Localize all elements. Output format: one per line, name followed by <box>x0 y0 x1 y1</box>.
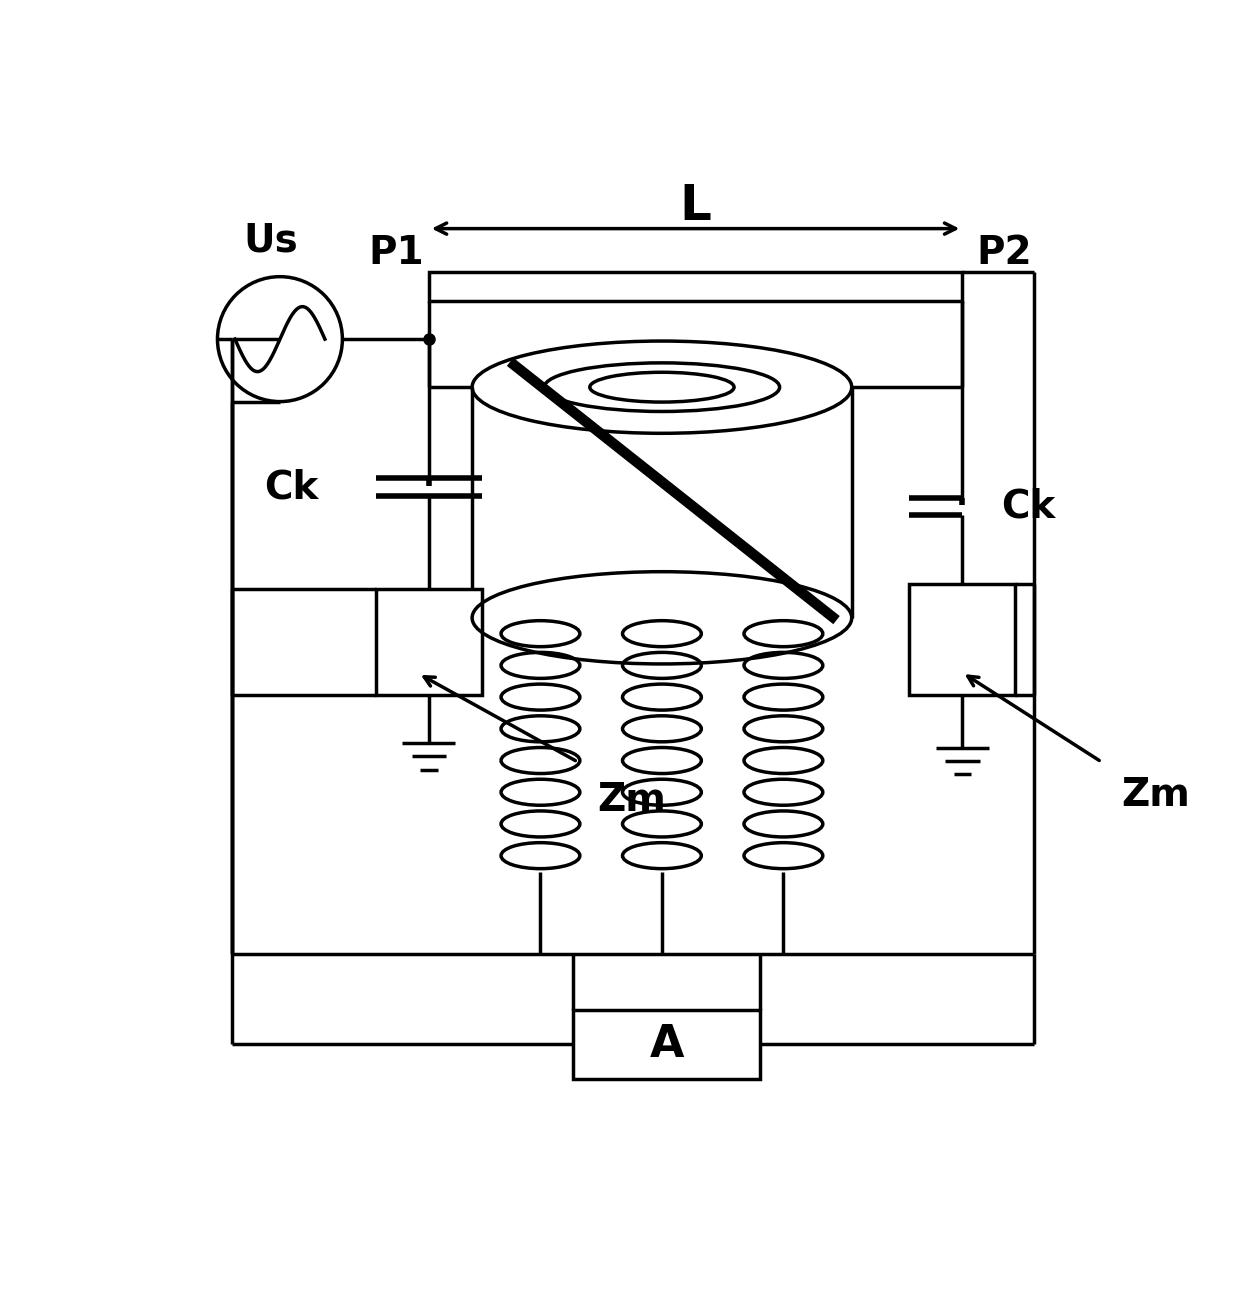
Text: Us: Us <box>243 221 298 259</box>
Text: P2: P2 <box>977 233 1032 272</box>
Bar <box>573 1010 760 1080</box>
Text: L: L <box>680 182 712 230</box>
Text: Zm: Zm <box>596 782 666 819</box>
Text: A: A <box>650 1023 684 1066</box>
Text: Zm: Zm <box>1121 777 1189 814</box>
Bar <box>909 584 1016 695</box>
Text: Ck: Ck <box>264 468 319 506</box>
Text: P1: P1 <box>368 233 424 272</box>
Bar <box>429 272 962 301</box>
Text: Ck: Ck <box>1001 488 1055 525</box>
Bar <box>376 590 481 695</box>
